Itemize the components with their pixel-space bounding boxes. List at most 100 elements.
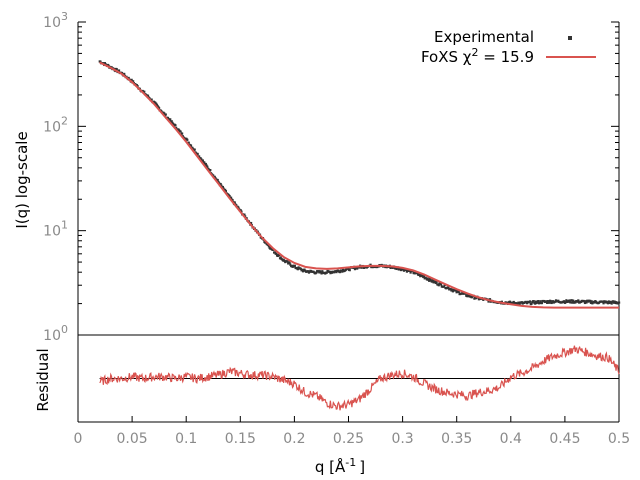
x-tick-label: 0.3 [391,431,413,447]
experimental-point [465,295,469,298]
experimental-point [219,182,222,186]
experimental-point [358,266,361,269]
experimental-point [431,280,434,283]
experimental-point [546,300,549,303]
experimental-point [170,120,173,123]
experimental-point [429,278,432,281]
experimental-point [187,141,190,144]
experimental-point [607,300,610,303]
experimental-point [449,287,452,291]
experimental-point [568,299,571,302]
experimental-point [428,279,431,282]
experimental-point [166,116,170,120]
experimental-point [303,268,306,271]
experimental-point [279,256,282,259]
experimental-point [454,289,457,292]
y-tick-label-exp: 1 [61,219,68,232]
y-tick-label-base: 10 [43,328,61,344]
experimental-point [209,168,212,172]
experimental-point [419,275,422,278]
experimental-point [150,98,153,101]
experimental-point [201,159,204,162]
experimental-point [115,68,118,71]
legend-label-experimental: Experimental [434,28,534,46]
experimental-point [534,302,537,305]
experimental-point [286,260,289,263]
experimental-point [474,297,478,300]
x-tick-label: 0.15 [225,431,256,447]
experimental-point [206,165,209,168]
experimental-point [442,285,446,288]
experimental-point [356,267,359,270]
experimental-point [554,300,557,303]
experimental-point [341,270,344,273]
experimental-point [565,299,568,302]
experimental-point [583,301,587,305]
experimental-point [564,301,567,304]
experimental-point [181,132,184,135]
experimental-point [428,277,431,280]
experimental-point [174,124,177,127]
experimental-point [196,152,199,156]
experimental-point [301,270,305,273]
experimental-point [557,299,560,302]
experimental-point [405,270,408,273]
x-tick-label: 0.1 [175,431,197,447]
x-axis-label-text: q [Å [315,457,346,476]
experimental-point [538,301,541,305]
experimental-point [549,300,552,303]
experimental-point [299,267,302,270]
experimental-point [321,270,324,273]
experimental-point [328,270,331,273]
legend-foxs-suffix: = 15.9 [478,48,534,66]
experimental-point [179,130,182,133]
experimental-point [500,300,503,303]
experimental-point [528,300,532,303]
experimental-point [217,180,220,184]
x-tick-label: 0 [74,431,83,447]
experimental-point [164,113,167,116]
experimental-point [482,298,485,301]
experimental-point [239,209,242,212]
experimental-point [393,267,397,270]
experimental-point [514,302,518,305]
experimental-point [224,190,227,193]
experimental-point [243,213,246,216]
experimental-point [291,265,294,268]
experimental-point [466,293,469,297]
legend-label-foxs: FoXS χ2 = 15.9 [421,46,534,66]
x-tick-label: 0.45 [549,431,580,447]
experimental-point [409,271,412,274]
experimental-point [204,162,207,166]
experimental-point [447,286,450,289]
experimental-point [608,301,611,305]
experimental-point [250,221,253,225]
x-tick-label: 0.05 [117,431,148,447]
experimental-point [467,295,470,298]
experimental-point [391,266,394,269]
experimental-point [198,155,201,158]
experimental-point [318,271,321,274]
experimental-point [193,148,196,151]
experimental-point [585,301,588,304]
experimental-point [172,122,175,126]
experimental-point [576,300,579,303]
experimental-point [200,158,203,161]
experimental-point [540,301,544,305]
experimental-point [601,300,604,303]
experimental-point [583,300,586,303]
experimental-point [508,300,512,303]
experimental-point [203,161,206,164]
experimental-point [231,198,234,202]
experimental-point [237,206,240,209]
experimental-point [288,262,291,265]
y-axis-label-main: I(q) log-scale [13,131,31,228]
experimental-point [143,90,146,93]
experimental-point [471,296,474,299]
y-tick-label-exp: 3 [61,10,68,23]
experimental-point [551,300,555,303]
experimental-point [171,121,174,124]
experimental-point [199,157,202,160]
experimental-point [158,107,161,110]
experimental-point [317,270,320,273]
